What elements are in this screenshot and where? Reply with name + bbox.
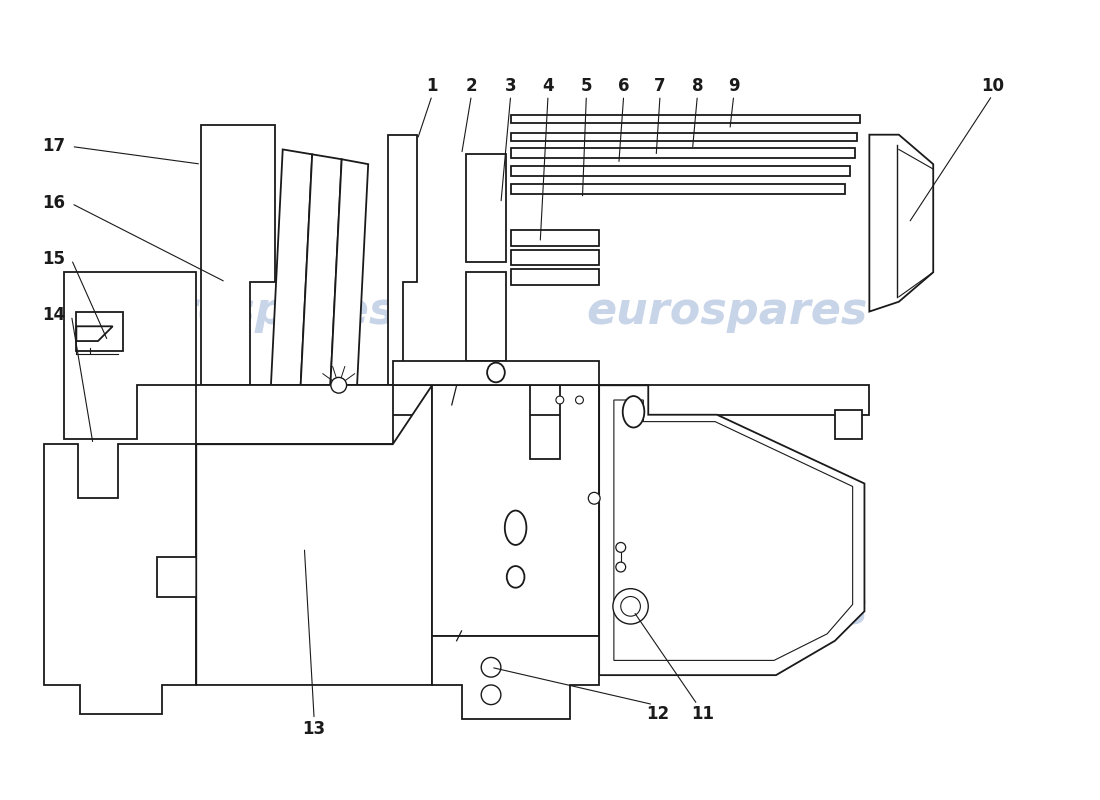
Text: 5: 5 [581, 77, 592, 94]
Polygon shape [432, 636, 600, 719]
Text: 6: 6 [618, 77, 629, 94]
Polygon shape [510, 250, 600, 266]
Text: 9: 9 [728, 77, 739, 94]
Circle shape [481, 658, 500, 677]
Polygon shape [393, 361, 600, 386]
Ellipse shape [487, 362, 505, 382]
Circle shape [616, 562, 626, 572]
Polygon shape [466, 154, 506, 262]
Polygon shape [201, 386, 869, 414]
Circle shape [613, 589, 648, 624]
Ellipse shape [505, 510, 527, 545]
Polygon shape [466, 272, 506, 361]
Polygon shape [201, 125, 275, 410]
Circle shape [331, 378, 346, 393]
Text: 17: 17 [42, 138, 65, 155]
Text: 10: 10 [981, 77, 1003, 94]
Polygon shape [388, 134, 417, 410]
Polygon shape [76, 311, 122, 351]
Polygon shape [510, 149, 855, 158]
Text: 14: 14 [42, 306, 65, 325]
Circle shape [620, 597, 640, 616]
Text: 15: 15 [42, 250, 65, 269]
Circle shape [616, 542, 626, 552]
Text: 1: 1 [427, 77, 438, 94]
Polygon shape [510, 115, 859, 123]
Text: 11: 11 [691, 706, 714, 723]
Polygon shape [614, 400, 852, 660]
Polygon shape [329, 159, 368, 418]
Polygon shape [510, 166, 849, 176]
Ellipse shape [507, 566, 525, 588]
Polygon shape [299, 154, 342, 414]
Polygon shape [510, 230, 600, 246]
Polygon shape [196, 386, 432, 685]
Circle shape [588, 492, 601, 504]
Polygon shape [835, 410, 862, 439]
Text: eurospares: eurospares [114, 290, 396, 333]
Text: 16: 16 [42, 194, 65, 213]
Text: eurospares: eurospares [586, 590, 868, 633]
Polygon shape [44, 444, 196, 714]
Polygon shape [510, 184, 845, 194]
Polygon shape [432, 386, 600, 636]
Ellipse shape [623, 396, 645, 427]
Polygon shape [600, 386, 865, 675]
Polygon shape [270, 150, 312, 410]
Text: 7: 7 [654, 77, 666, 94]
Polygon shape [869, 134, 933, 311]
Text: 4: 4 [542, 77, 553, 94]
Text: 3: 3 [505, 77, 517, 94]
Polygon shape [64, 272, 196, 439]
Text: 8: 8 [692, 77, 703, 94]
Circle shape [481, 685, 500, 705]
Circle shape [556, 396, 564, 404]
Text: eurospares: eurospares [586, 290, 868, 333]
Text: 2: 2 [465, 77, 477, 94]
Text: 12: 12 [647, 706, 670, 723]
Polygon shape [76, 326, 112, 341]
Text: eurospares: eurospares [114, 590, 396, 633]
Circle shape [575, 396, 583, 404]
Text: 13: 13 [302, 720, 326, 738]
Polygon shape [510, 270, 600, 285]
Polygon shape [196, 386, 393, 444]
Polygon shape [510, 133, 857, 141]
